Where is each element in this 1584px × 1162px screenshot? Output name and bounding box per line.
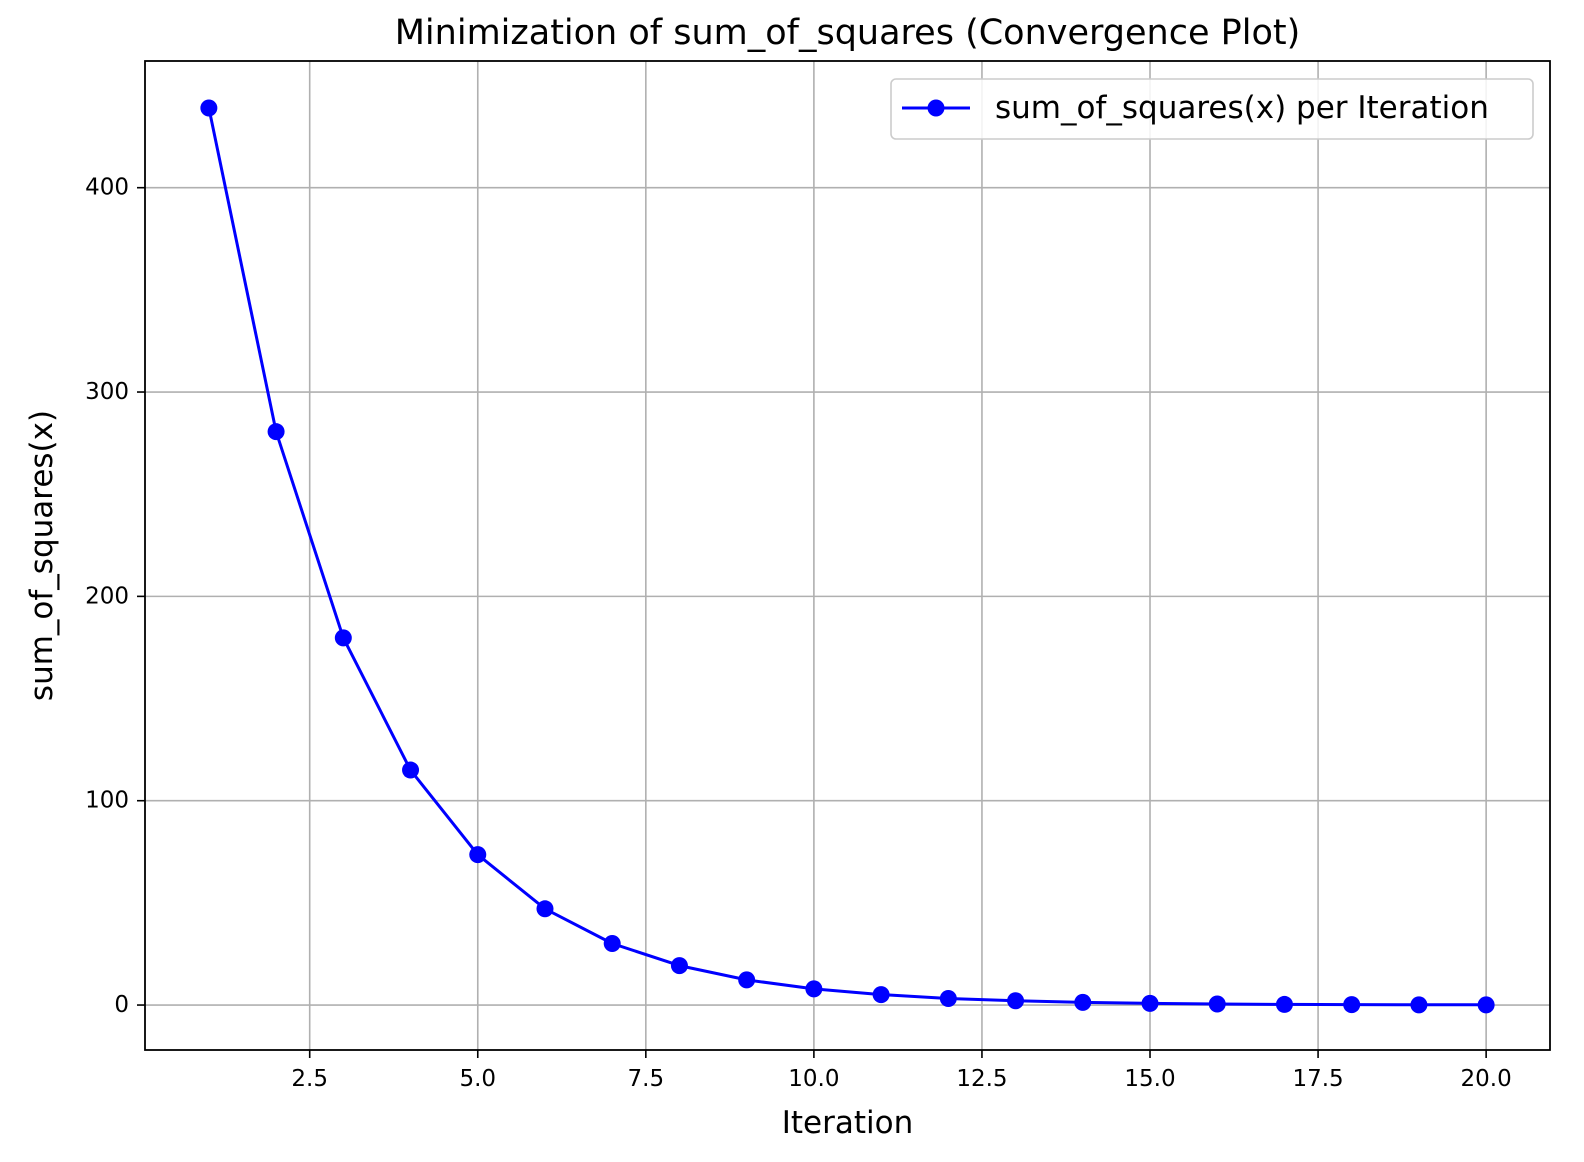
y-tick-label: 100	[85, 788, 129, 814]
data-point	[200, 99, 218, 117]
series-layer	[200, 99, 1495, 1014]
data-point	[1477, 996, 1495, 1014]
data-point	[469, 846, 487, 864]
y-axis-label: sum_of_squares(x)	[24, 410, 60, 701]
data-point	[536, 900, 554, 918]
x-axis-label: Iteration	[782, 1105, 914, 1141]
x-tick-label: 17.5	[1292, 1066, 1343, 1092]
y-axis-ticks: 0 100 200 300 400	[85, 175, 145, 1018]
plot-frame	[144, 60, 1551, 1051]
data-point	[1007, 992, 1025, 1010]
x-tick-label: 15.0	[1124, 1066, 1175, 1092]
legend-box	[890, 78, 1534, 140]
data-point	[670, 957, 688, 975]
data-point	[805, 980, 823, 998]
y-tick-label: 300	[85, 379, 129, 405]
data-point	[872, 986, 890, 1004]
data-point	[1410, 996, 1428, 1014]
legend: sum_of_squares(x) per Iteration	[890, 78, 1534, 140]
data-point	[402, 761, 420, 779]
legend-entry-label: sum_of_squares(x) per Iteration	[995, 90, 1489, 126]
data-point	[334, 629, 352, 647]
series-line	[207, 107, 1487, 1007]
data-point	[939, 990, 957, 1008]
y-tick-label: 0	[114, 992, 129, 1018]
grid-lines	[145, 61, 1550, 1050]
x-tick-label: 2.5	[291, 1066, 328, 1092]
data-point	[1074, 993, 1092, 1011]
y-tick-label: 400	[85, 175, 129, 201]
data-point	[738, 971, 756, 989]
chart-title: Minimization of sum_of_squares (Converge…	[395, 13, 1301, 53]
y-tick-label: 200	[85, 583, 129, 609]
data-point	[1208, 995, 1226, 1013]
data-point	[1275, 995, 1293, 1013]
x-tick-label: 20.0	[1461, 1066, 1512, 1092]
legend-marker-swatch	[927, 99, 945, 117]
x-tick-label: 10.0	[788, 1066, 839, 1092]
data-point	[603, 935, 621, 953]
data-point	[1343, 996, 1361, 1014]
data-point	[267, 423, 285, 441]
x-tick-label: 7.5	[628, 1066, 665, 1092]
x-tick-label: 12.5	[956, 1066, 1007, 1092]
x-tick-label: 5.0	[459, 1066, 496, 1092]
x-axis-ticks: 2.5 5.0 7.5 10.0 12.5 15.0 17.5 20.0	[291, 1050, 1512, 1092]
data-point	[1141, 994, 1159, 1012]
